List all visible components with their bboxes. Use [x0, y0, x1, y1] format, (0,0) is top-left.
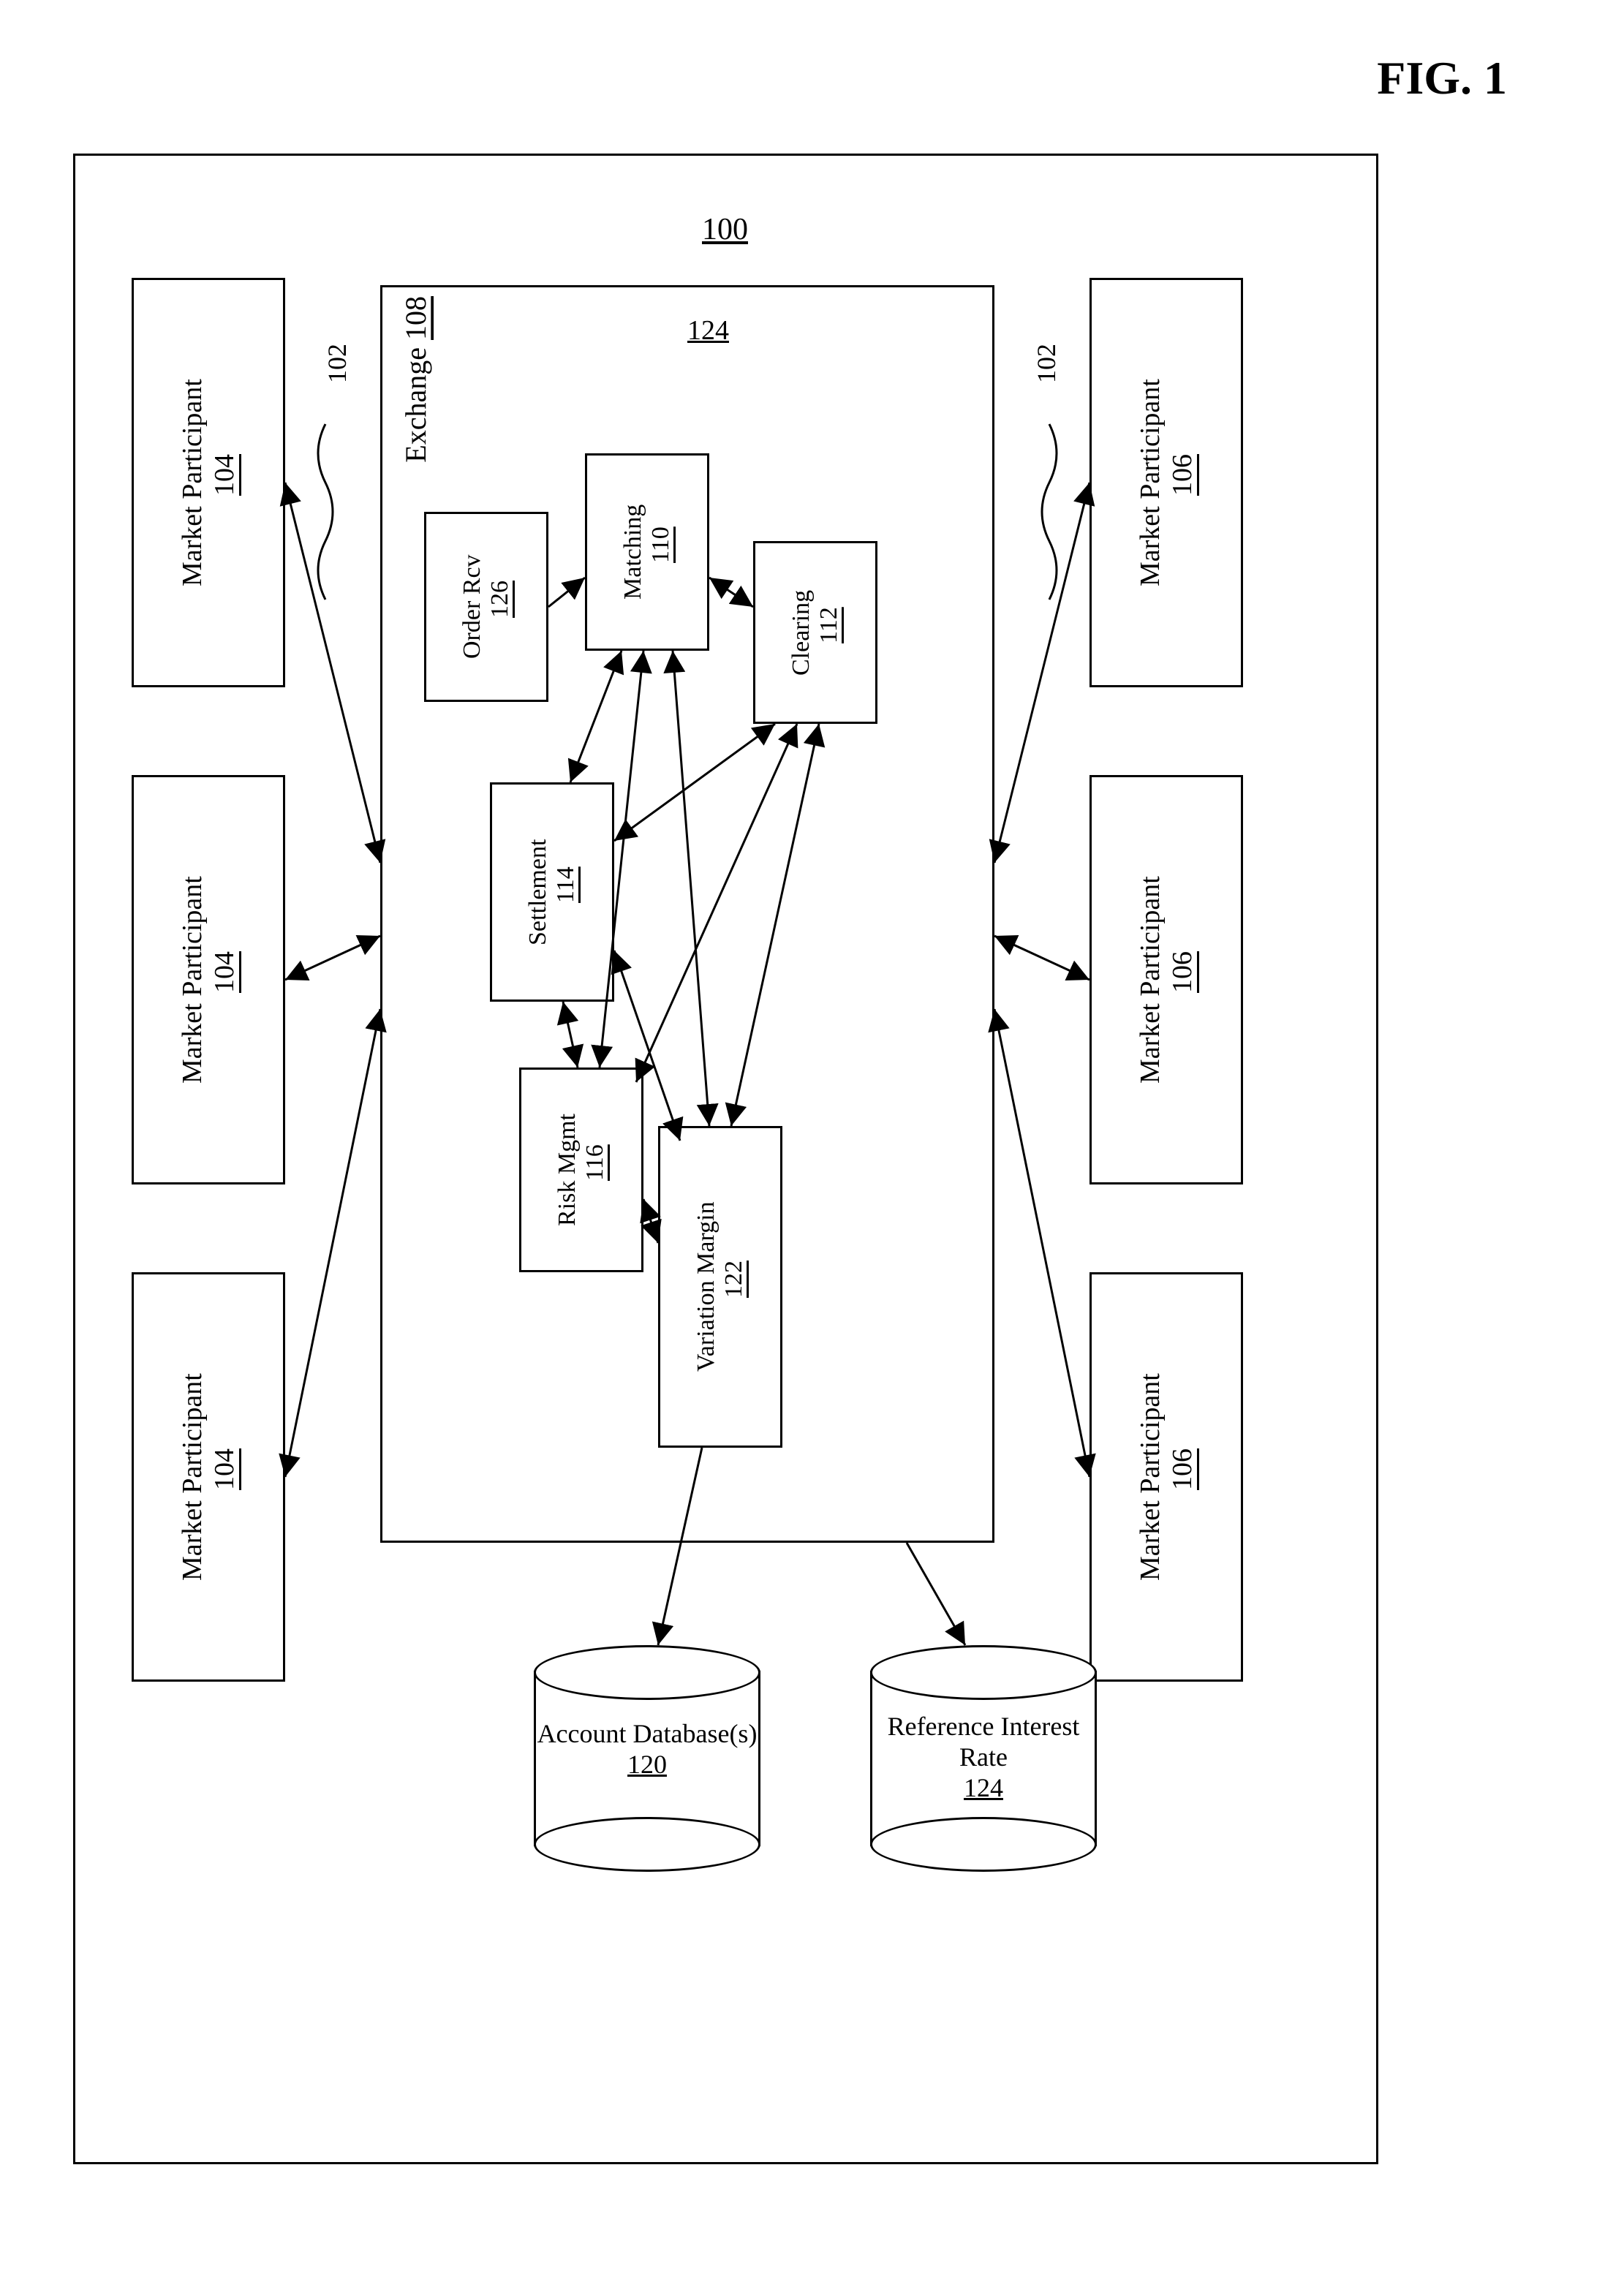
cylinder-account-db: Account Database(s) 120 — [534, 1645, 760, 1872]
exchange-inner-ref: 124 — [687, 314, 729, 347]
exchange-label: Exchange 108 — [399, 296, 433, 463]
brace-right-ref: 102 — [1031, 344, 1062, 383]
main-ref: 100 — [702, 212, 748, 247]
market-participant-left-2: Market Participant 104 — [132, 775, 285, 1184]
market-participant-right-1: Market Participant 106 — [1089, 278, 1243, 687]
module-matching: Matching 110 — [585, 453, 709, 651]
brace-left-ref: 102 — [322, 344, 352, 383]
market-participant-right-3: Market Participant 106 — [1089, 1272, 1243, 1682]
module-variation-margin: Variation Margin 122 — [658, 1126, 782, 1448]
figure-title: FIG. 1 — [1377, 51, 1507, 105]
market-participant-left-3: Market Participant 104 — [132, 1272, 285, 1682]
module-clearing: Clearing 112 — [753, 541, 877, 724]
market-participant-left-1: Market Participant 104 — [132, 278, 285, 687]
market-participant-right-2: Market Participant 106 — [1089, 775, 1243, 1184]
module-settlement: Settlement 114 — [490, 782, 614, 1002]
cylinder-ref-rate: Reference Interest Rate 124 — [870, 1645, 1097, 1872]
module-order-rcv: Order Rcv 126 — [424, 512, 548, 702]
module-risk-mgmt: Risk Mgmt 116 — [519, 1068, 643, 1272]
